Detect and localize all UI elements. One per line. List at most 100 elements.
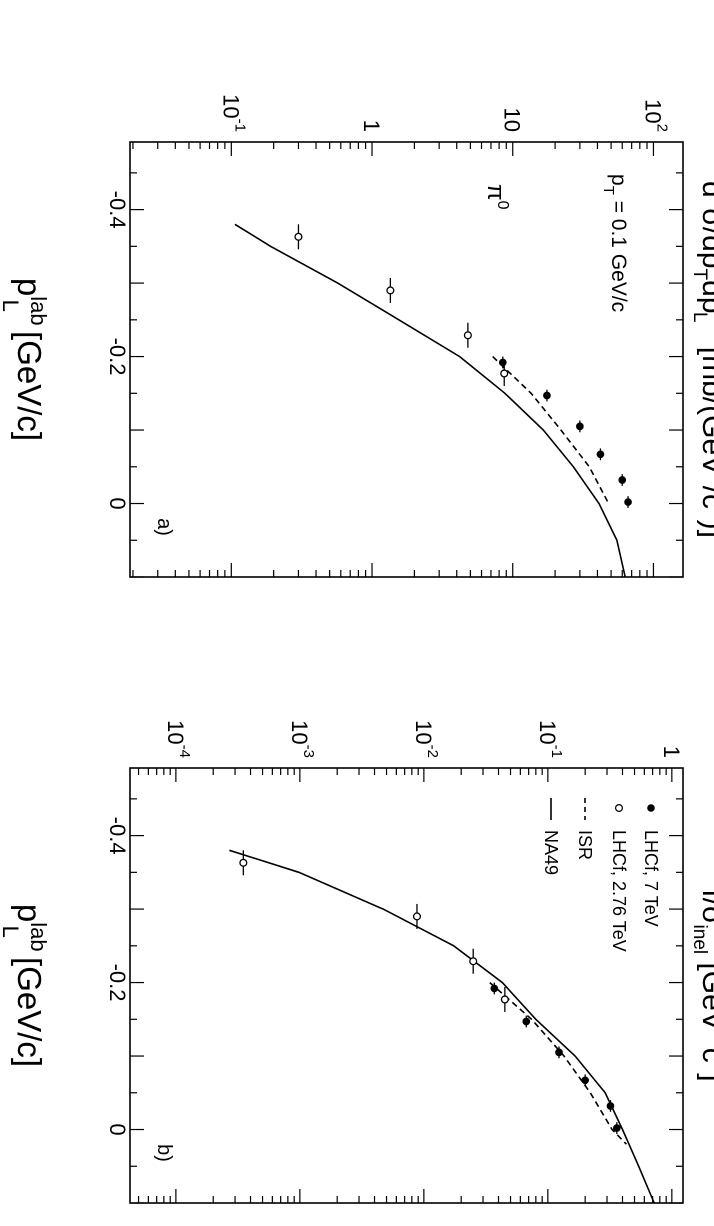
data-point-filled	[606, 1102, 615, 1110]
x-axis-label-part: p	[11, 278, 48, 296]
isr-curve	[492, 356, 610, 504]
x-axis-label-sub: L	[0, 300, 23, 312]
legend-label: LHCf, 7 TeV	[641, 830, 661, 927]
y-tick-label: 10-1	[219, 94, 249, 132]
y-tick-label: 1	[360, 120, 385, 132]
data-point-filled	[490, 984, 499, 993]
y-tick-label: 10-4	[163, 720, 193, 758]
data-point-filled	[624, 498, 632, 506]
legend-entry: ISR	[575, 798, 595, 860]
panel-label: b)	[153, 1144, 175, 1162]
y-axis-label-sup: 3	[710, 1063, 714, 1074]
isr-curve	[489, 981, 627, 1145]
y-axis-label-part: d	[696, 181, 714, 198]
y-axis-label-sup: 2	[710, 198, 714, 209]
legend-label: ISR	[575, 830, 595, 860]
data-point-open	[412, 912, 422, 921]
y-tick-label-exponent: -1	[548, 745, 565, 758]
y-axis-label-sub: inel	[689, 925, 710, 955]
y-axis-label-part: )]	[696, 520, 714, 538]
y-axis-label-part: f/σ	[696, 889, 714, 925]
y-axis-label-sup: -2	[710, 1031, 714, 1048]
legend-label: NA49	[541, 830, 561, 875]
y-tick-label: 102	[641, 99, 671, 132]
x-tick-label: -0.4	[105, 191, 130, 229]
x-tick-label: -0.2	[105, 338, 130, 376]
legend-marker-filled	[647, 804, 655, 812]
y-axis-label-part: dp	[696, 280, 714, 313]
data-point-filled	[543, 391, 551, 400]
legend-entry: LHCf, 2.76 TeV	[609, 803, 629, 952]
y-tick-label-base: 10	[411, 720, 436, 744]
y-tick-label-base: 10	[219, 94, 244, 118]
y-tick-label-base: 1	[659, 746, 684, 758]
data-point-filled	[596, 450, 605, 459]
x-axis-label-sup: lab	[26, 296, 51, 325]
legend-entry: LHCf, 7 TeV	[641, 804, 661, 927]
y-axis-label: d2σ/dpTdplabL [mb/(GeV2/c2)]	[689, 181, 714, 538]
data-point-open	[463, 331, 472, 340]
particle-label-sup: 0	[494, 201, 511, 210]
pt-label-part: = 0.1 GeV/c	[607, 195, 630, 312]
data-point-open	[469, 957, 478, 966]
data-point-filled	[576, 422, 584, 431]
plot-frame	[129, 141, 684, 578]
data-point-filled	[581, 1076, 590, 1085]
y-tick-label-exponent: -1	[232, 119, 249, 132]
data-point-filled	[612, 1124, 621, 1132]
y-tick-label-exponent: -2	[424, 745, 441, 758]
y-axis-label-part: [GeV	[696, 954, 714, 1031]
data-point-open	[500, 995, 509, 1004]
x-axis-label: plabL [GeV/c]	[0, 904, 51, 1067]
y-tick-label-base: 10	[641, 99, 666, 123]
y-tick-label: 10-3	[287, 720, 317, 758]
y-axis-label-part: /c	[696, 486, 714, 509]
y-axis-label-sub: T	[689, 269, 710, 281]
y-tick-label-base: 10	[287, 720, 312, 744]
y-tick-label: 1	[659, 746, 684, 758]
plot-frame	[129, 767, 684, 1204]
particle-label-base: π	[482, 184, 509, 201]
y-axis-label-part: c	[696, 1048, 714, 1063]
data-point-open	[294, 232, 303, 241]
data-point-open	[500, 369, 509, 378]
na49-curve	[234, 223, 626, 578]
y-tick-label-base: 10	[535, 720, 560, 744]
y-tick-label-base: 10	[500, 108, 525, 132]
pt-label-sub: T	[600, 186, 617, 195]
data-point-filled	[522, 1017, 531, 1026]
x-axis-label-sup: lab	[26, 922, 51, 951]
y-tick-label-exponent: -3	[300, 745, 317, 758]
data-point-filled	[498, 358, 507, 367]
x-tick-label: 0	[105, 497, 130, 509]
data-point-open	[239, 858, 248, 867]
y-tick-label: 10-1	[535, 720, 565, 758]
x-tick-label: -0.4	[105, 817, 130, 855]
x-tick-label: 0	[105, 1123, 130, 1135]
y-tick-label: 10-2	[411, 720, 441, 758]
y-axis-label-sup: 2	[710, 475, 714, 486]
panel-b: 10-410-310-210-1 1-0.4-0.20b)plabL [GeV/c…	[0, 720, 714, 1204]
x-axis-label-part: p	[11, 904, 48, 922]
y-tick-label-exponent: 2	[654, 124, 671, 132]
y-axis-label: f/σinel [GeV-2c3]	[689, 889, 714, 1081]
legend-entry: NA49	[541, 798, 561, 875]
pt-label: pT = 0.1 GeV/c	[600, 174, 630, 312]
y-axis-label-sup: lab	[710, 314, 714, 339]
legend-marker-open	[614, 803, 623, 812]
y-axis-label-part: σ/dp	[696, 208, 714, 268]
pt-label-part: p	[607, 174, 630, 186]
legend-label: LHCf, 2.76 TeV	[609, 830, 629, 952]
data-point-filled	[618, 476, 627, 484]
na49-curve	[229, 849, 655, 1204]
y-tick-label: 10	[500, 108, 525, 132]
x-axis-label-sub: L	[0, 926, 23, 938]
y-axis-label-sub: L	[689, 312, 710, 323]
y-axis-label-part: ]	[696, 1073, 714, 1081]
y-tick-label-base: 10	[163, 720, 188, 744]
y-tick-label-exponent: -4	[176, 745, 193, 758]
y-tick-label-base: 1	[360, 120, 385, 132]
data-point-filled	[555, 1048, 563, 1057]
